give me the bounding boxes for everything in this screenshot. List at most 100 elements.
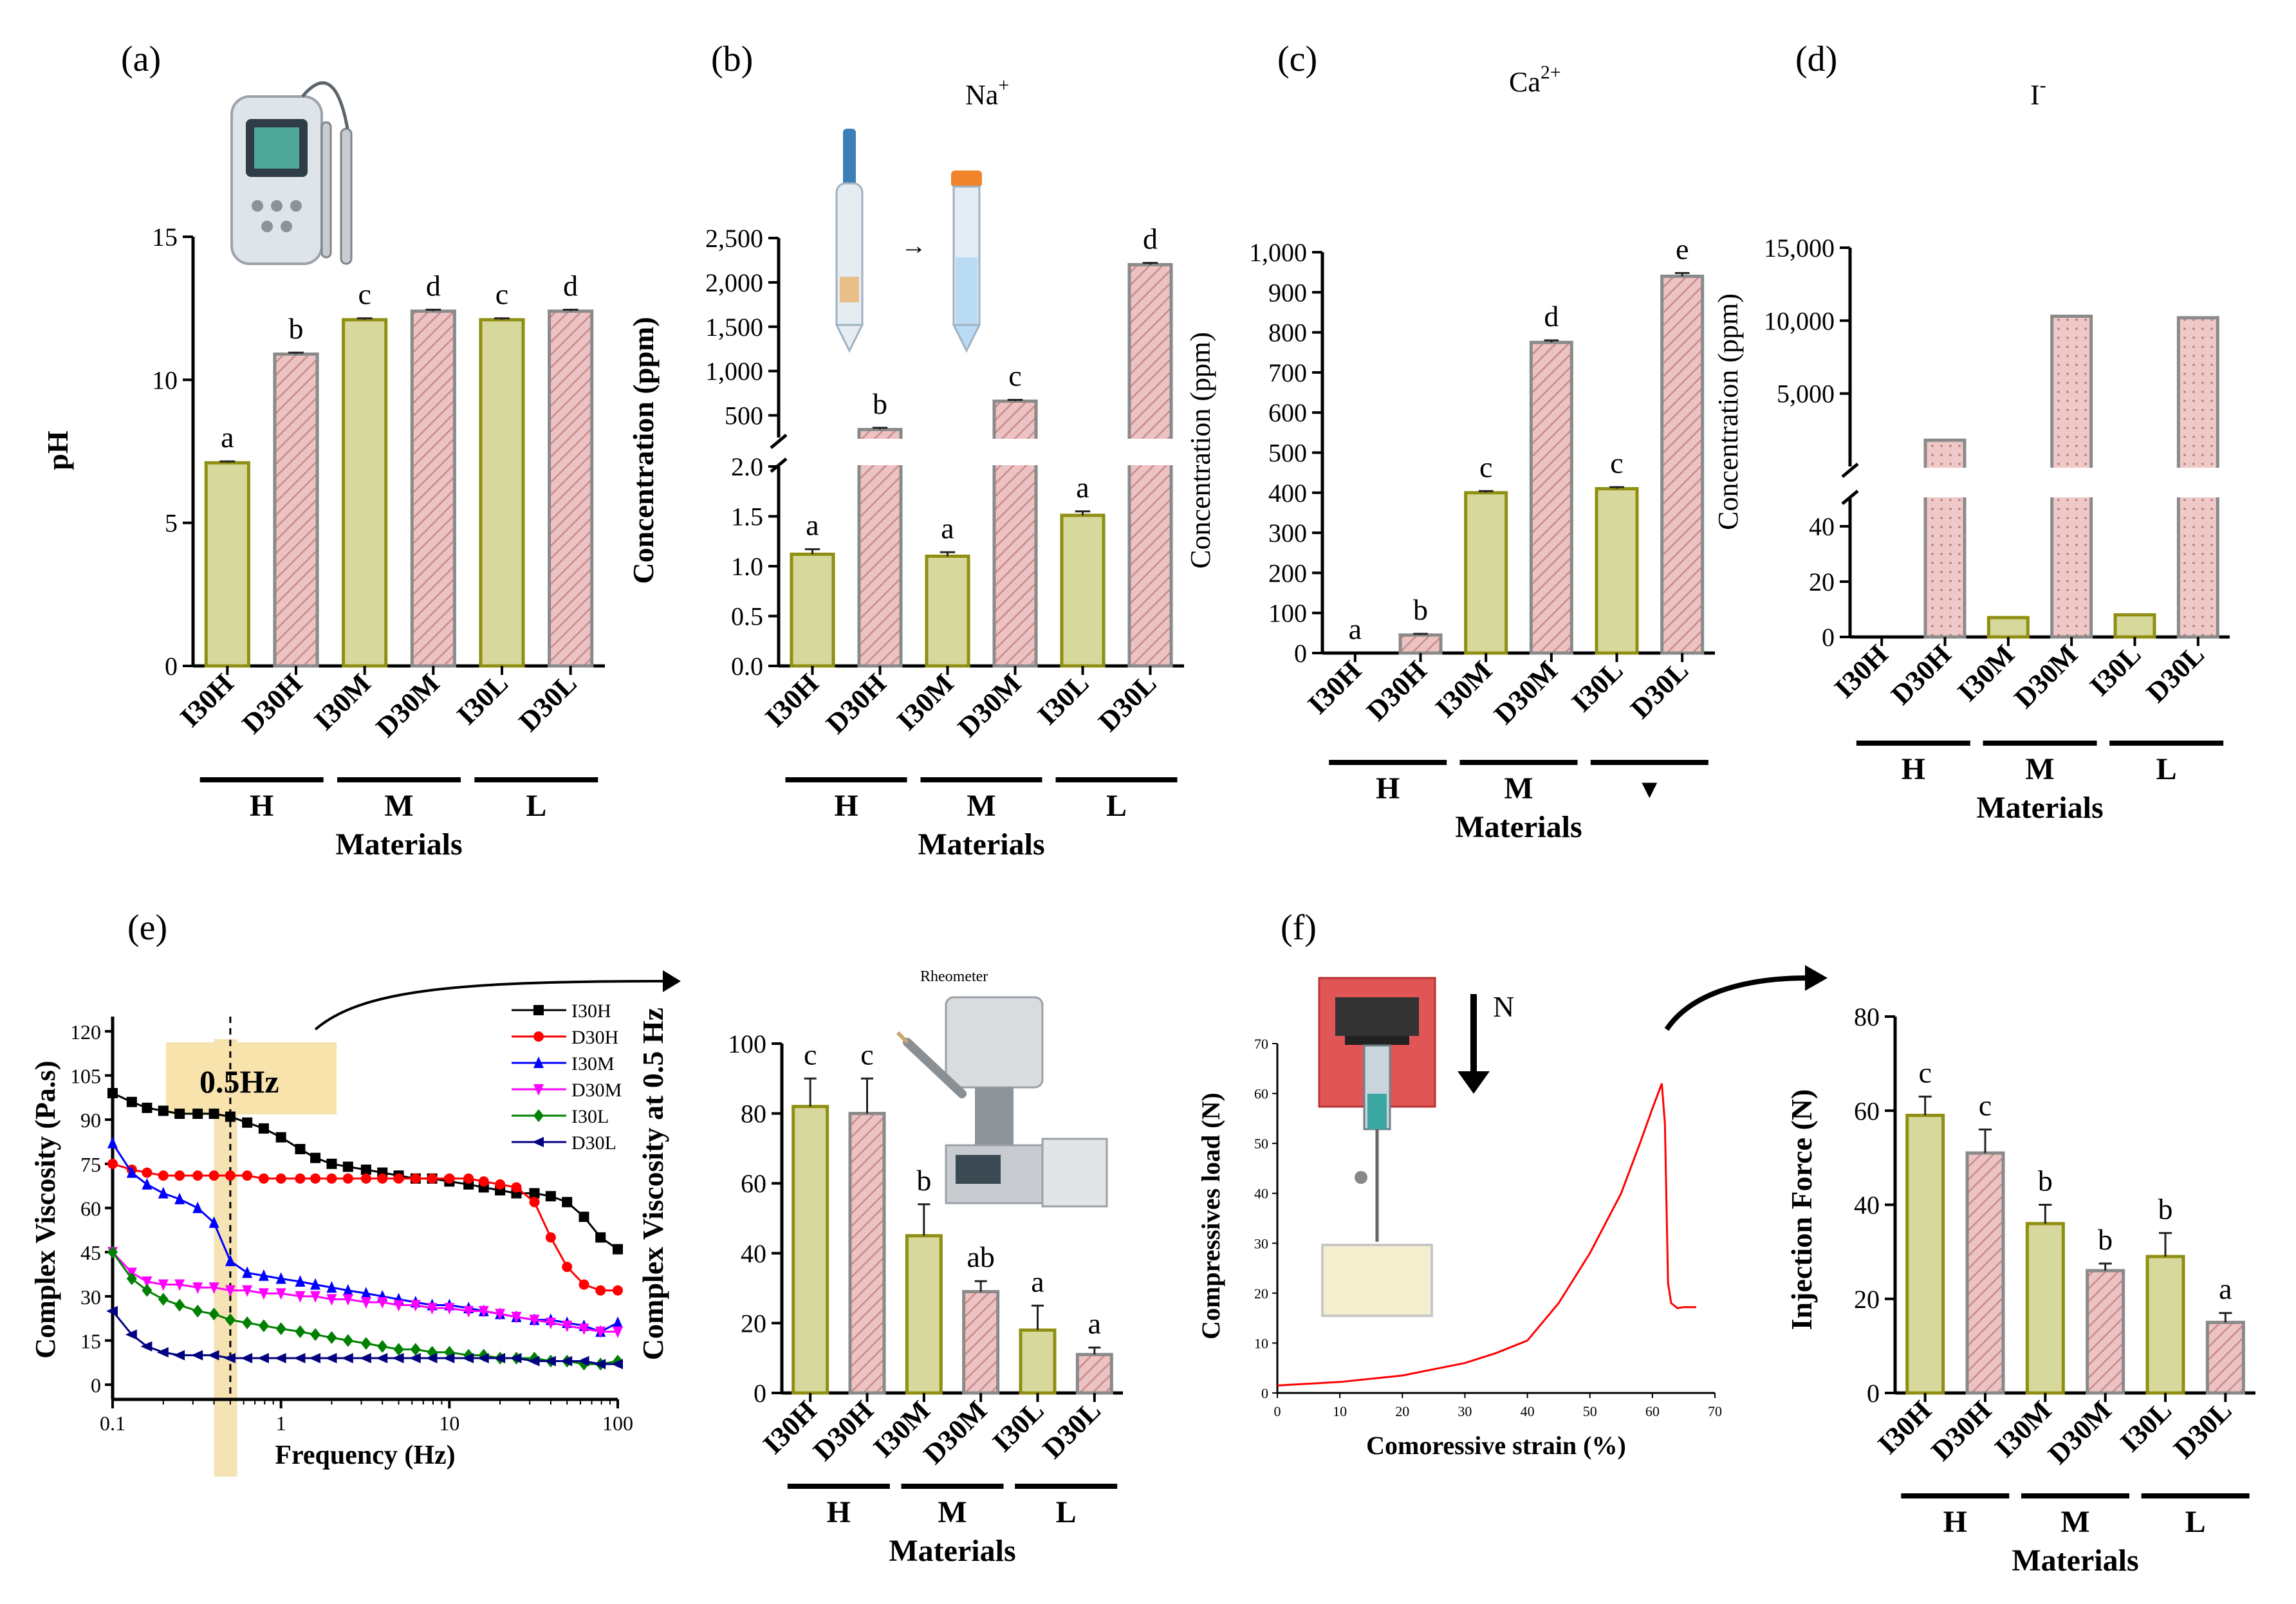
axis-break-mark xyxy=(1841,490,1859,505)
data-point-I30L xyxy=(192,1304,203,1318)
y-tick-label: 0 xyxy=(1294,639,1307,668)
data-point-D30H xyxy=(529,1197,540,1208)
group-label: M xyxy=(2025,752,2054,786)
significance-label: b xyxy=(2038,1165,2053,1197)
bar-I30H xyxy=(790,552,835,668)
data-point-D30M xyxy=(326,1294,337,1306)
data-point-D30L xyxy=(173,1350,185,1361)
data-point-D30H xyxy=(427,1173,438,1184)
data-point-D30H xyxy=(579,1279,589,1290)
y-tick-label: 15,000 xyxy=(1764,234,1835,263)
data-point-I30H xyxy=(295,1143,306,1154)
data-point-I30L xyxy=(158,1293,169,1306)
x-axis-title: Materials xyxy=(1455,810,1582,844)
data-point-D30M xyxy=(562,1320,573,1332)
y-tick-label: 10 xyxy=(1254,1335,1268,1351)
data-point-D30L xyxy=(528,1356,540,1367)
bar-I30L xyxy=(1019,1328,1057,1395)
y-tick-label: 15 xyxy=(80,1329,101,1352)
category-label: D30L xyxy=(2140,638,2210,708)
x-tick-label: 1 xyxy=(276,1412,286,1435)
data-point-D30H xyxy=(192,1170,203,1181)
panel-label-a: (a) xyxy=(121,39,161,79)
legend-marker-I30M xyxy=(533,1056,544,1068)
group-label: M xyxy=(2060,1505,2089,1539)
category-label: I30L xyxy=(986,1394,1050,1458)
y-tick-label: 0 xyxy=(91,1374,101,1397)
category-label: D30L xyxy=(1037,1394,1107,1464)
group-label: H xyxy=(834,789,858,823)
y-tick-label: 500 xyxy=(725,401,763,430)
panel-f-inset-bar-chart: 020406080cI30HcD30HbI30MbD30MbI30LaD30LH… xyxy=(1785,1002,2255,1578)
panel-label-c: (c) xyxy=(1277,39,1317,79)
bar-I30M xyxy=(1986,616,2030,639)
data-point-D30L xyxy=(425,1352,438,1363)
legend-marker-D30M xyxy=(533,1084,544,1096)
data-point-I30L xyxy=(258,1319,269,1332)
data-point-D30H xyxy=(295,1173,306,1184)
category-label: I30L xyxy=(2114,1394,2178,1458)
x-tick-label: 10 xyxy=(1333,1403,1347,1419)
y-tick-label: 500 xyxy=(1268,439,1307,468)
x-tick-label: 100 xyxy=(602,1412,633,1435)
downward-force-arrow: N xyxy=(1458,990,1514,1094)
x-tick-label: 50 xyxy=(1583,1403,1597,1419)
bar-I30M xyxy=(2025,1222,2065,1395)
data-point-I30M xyxy=(242,1266,253,1278)
group-label: L xyxy=(1056,1495,1077,1529)
category-label: D30M xyxy=(370,667,446,743)
category-label: I30L xyxy=(2084,638,2147,702)
significance-label: c xyxy=(1479,450,1492,483)
category-label: D30L xyxy=(2167,1394,2237,1464)
category-label: I30H xyxy=(1828,638,1894,704)
data-point-D30L xyxy=(223,1352,236,1363)
bar-break-gap xyxy=(1125,439,1176,465)
ion-title-i: I- xyxy=(2030,75,2046,111)
data-point-D30L xyxy=(510,1352,522,1363)
bar-I30L xyxy=(2145,1255,2185,1395)
connector-arrow-f xyxy=(1664,975,1809,1031)
data-point-D30L xyxy=(341,1352,353,1363)
data-point-I30M xyxy=(360,1287,371,1299)
data-point-I30H xyxy=(360,1165,371,1175)
bar-I30M xyxy=(342,318,388,668)
bar-D30M xyxy=(1529,340,1573,655)
category-label: D30M xyxy=(918,1394,994,1470)
bar-D30H xyxy=(848,1112,886,1395)
group-label: M xyxy=(967,789,995,823)
y-tick-label: 75 xyxy=(80,1153,101,1176)
panel-b-chart: 0.0 0.5 1.0 1.5 2.0 500 1,000 1,500 2,000 2,500 a I… xyxy=(627,223,1184,862)
bar-break-gap xyxy=(2048,468,2095,497)
significance-label: b xyxy=(1413,593,1428,626)
significance-label: a xyxy=(221,421,234,454)
y-tick-label: 0 xyxy=(1867,1379,1880,1408)
force-label-n: N xyxy=(1493,990,1514,1023)
significance-label: a xyxy=(1031,1265,1044,1298)
y-tick-label: 20 xyxy=(741,1309,766,1338)
data-point-D30L xyxy=(594,1359,606,1370)
category-label: I30H xyxy=(1872,1394,1938,1460)
category-label: D30H xyxy=(1925,1394,1997,1466)
y-tick-label: 1,500 xyxy=(705,313,763,342)
y-tick-label: 30 xyxy=(80,1286,101,1309)
legend-label-D30L: D30L xyxy=(571,1132,616,1154)
x-tick-label: 60 xyxy=(1645,1403,1660,1419)
data-point-D30L xyxy=(443,1352,455,1363)
data-point-I30H xyxy=(258,1123,269,1134)
significance-label: c xyxy=(804,1038,817,1071)
annotation-0.5hz: 0.5Hz xyxy=(199,1064,279,1100)
y-tick-label: 30 xyxy=(1254,1235,1268,1251)
significance-label: c xyxy=(1610,447,1623,479)
category-label: I30L xyxy=(1032,667,1095,731)
data-point-D30H xyxy=(463,1173,474,1184)
data-point-I30L xyxy=(377,1340,388,1353)
data-point-I30L xyxy=(310,1328,321,1341)
data-point-D30H xyxy=(444,1173,455,1184)
y-axis-title: Complex Viscosity (Pa.s) xyxy=(30,1060,61,1358)
x-tick-label: 30 xyxy=(1458,1403,1472,1419)
y-tick-label: 60 xyxy=(741,1169,766,1198)
y-tick-label: 80 xyxy=(1854,1002,1880,1031)
bar-I30H xyxy=(204,461,250,668)
y-tick-label: 5 xyxy=(165,509,178,538)
significance-label: b xyxy=(873,387,887,420)
